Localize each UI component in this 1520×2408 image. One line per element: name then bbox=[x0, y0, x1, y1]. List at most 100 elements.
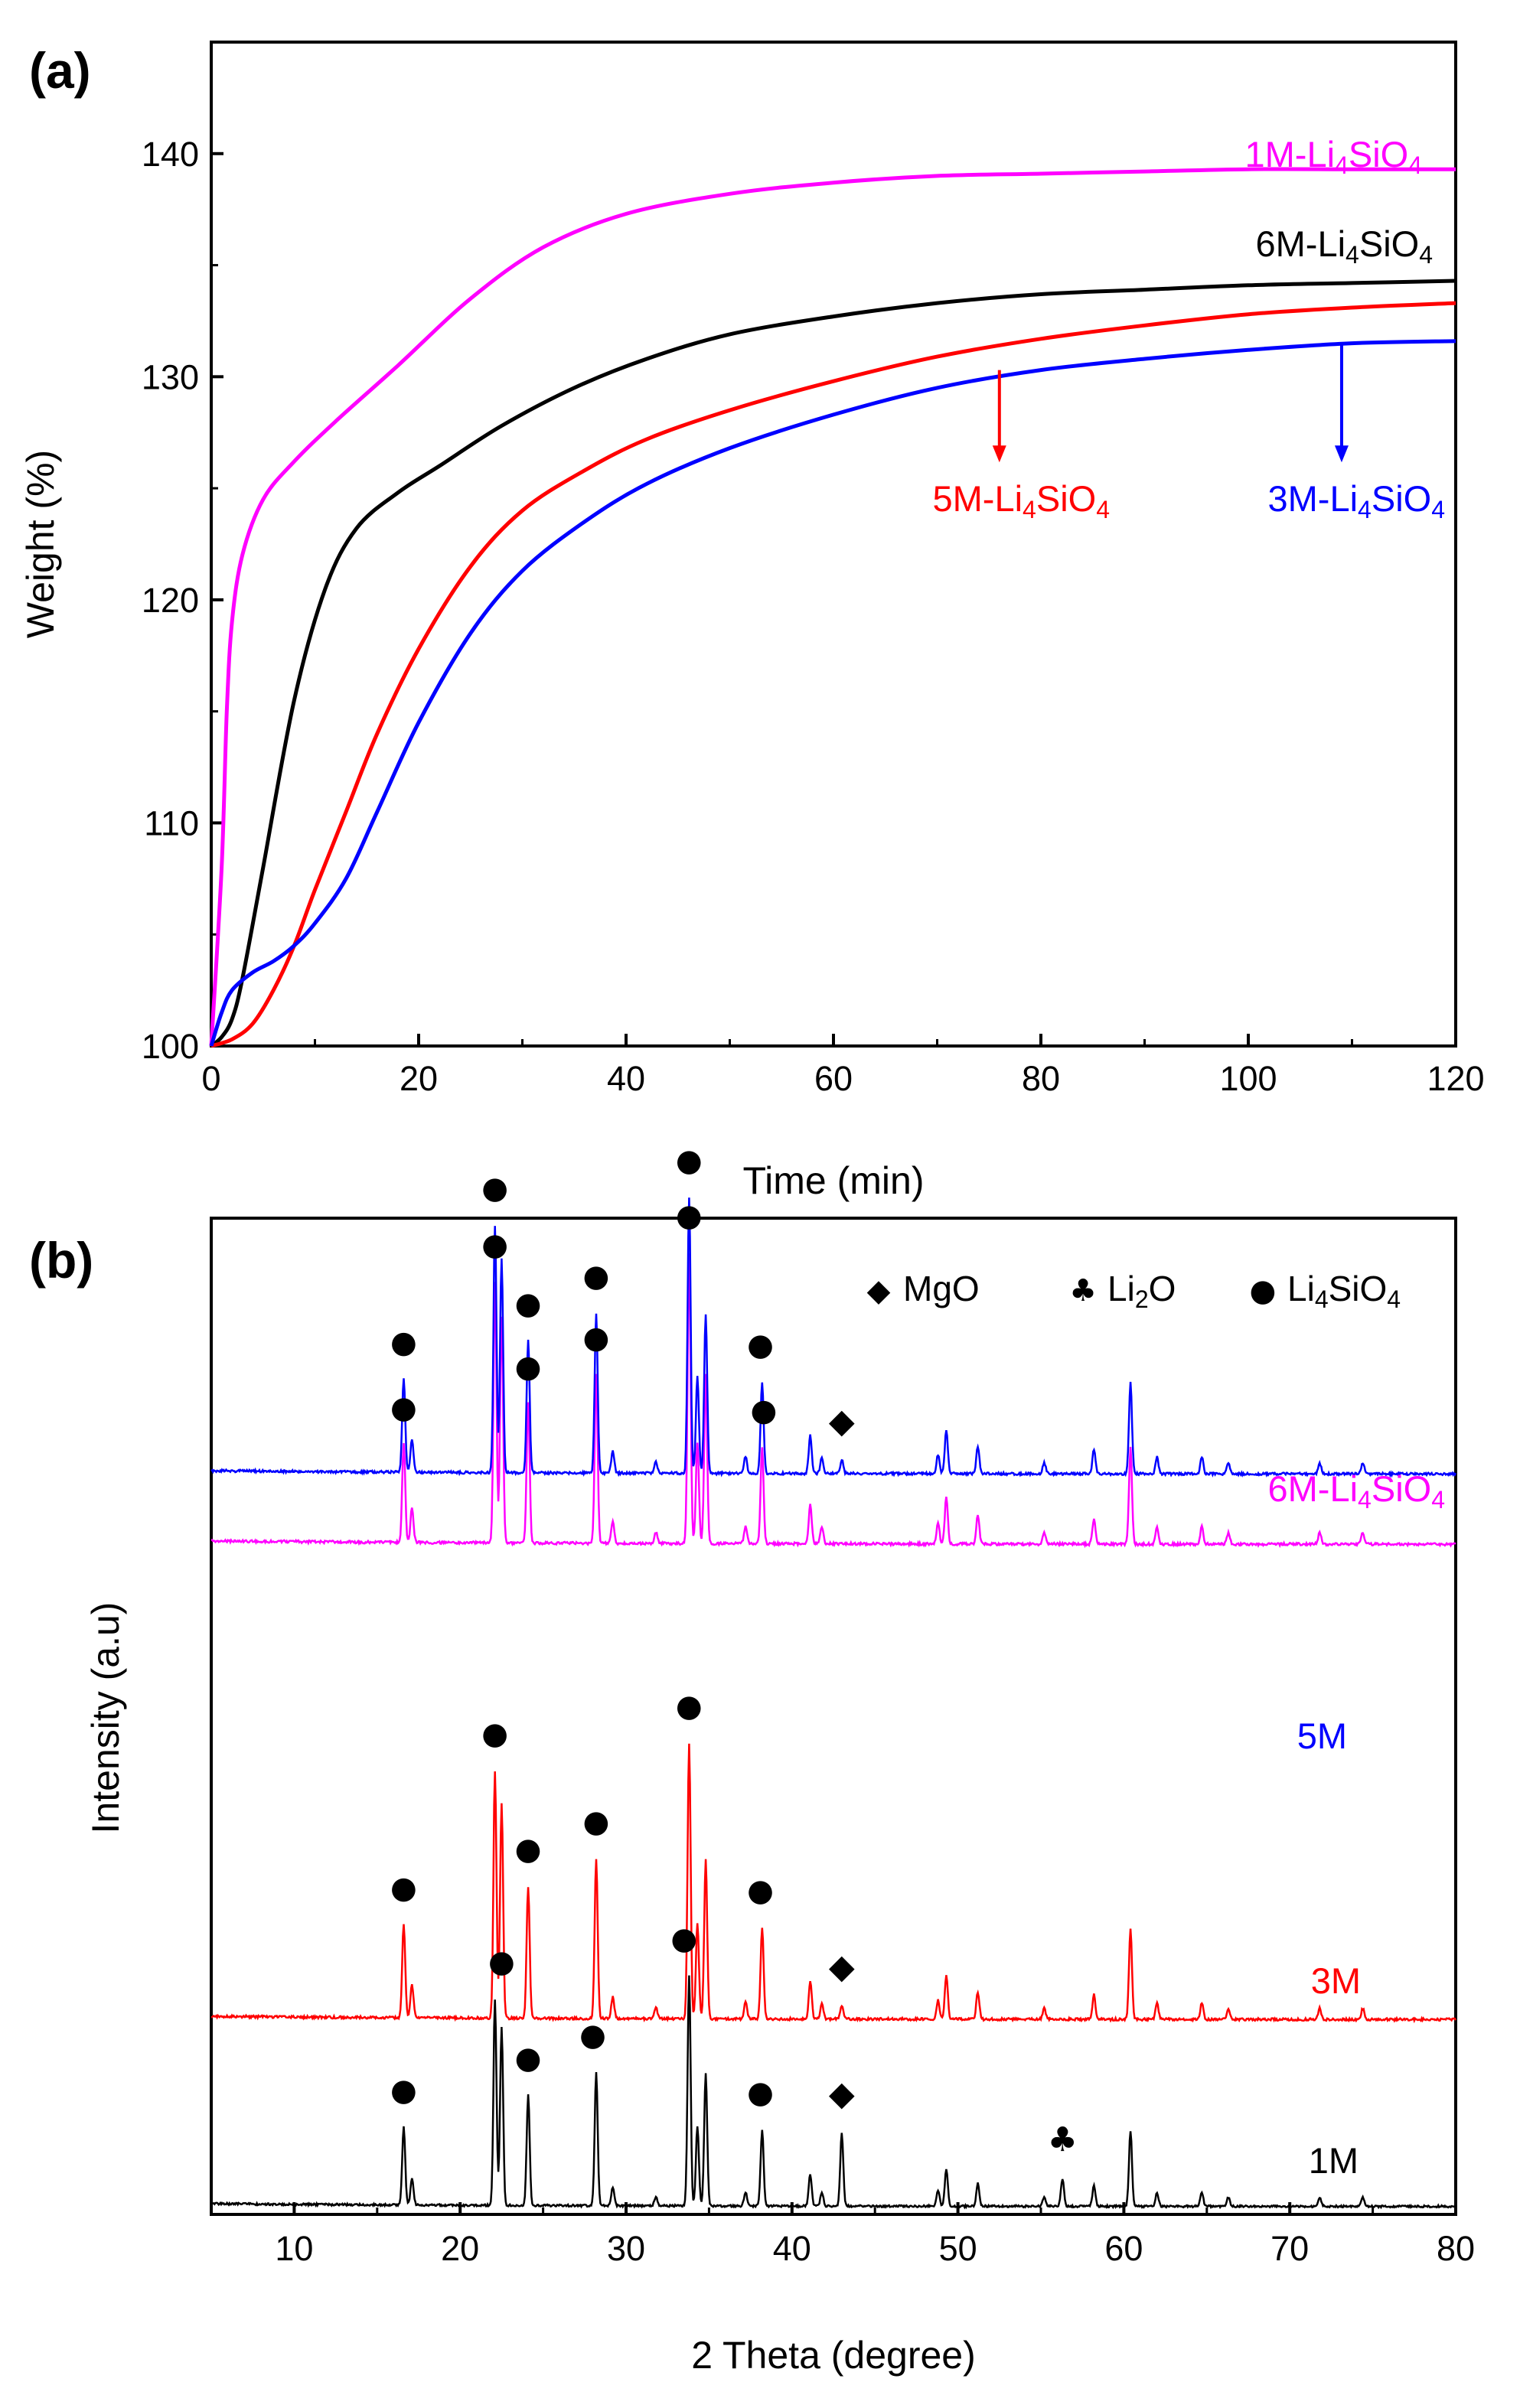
xrd-pattern-3M bbox=[210, 1743, 1457, 2024]
y-tick-label: 140 bbox=[142, 135, 199, 174]
li4sio4-marker: ● bbox=[676, 1198, 703, 1233]
panel-b-x-axis-title: 2 Theta (degree) bbox=[691, 2334, 976, 2377]
label-text: 5M-Li bbox=[933, 478, 1023, 519]
li4sio4-marker: ● bbox=[579, 2018, 606, 2053]
subscript: 4 bbox=[1408, 152, 1422, 179]
li2o-marker: ♣ bbox=[1047, 2120, 1077, 2159]
subscript: 4 bbox=[1358, 496, 1372, 523]
li4sio4-marker: ● bbox=[583, 1321, 610, 1356]
x-tick-label: 80 bbox=[1437, 2229, 1475, 2268]
label-arrow-head bbox=[1334, 445, 1349, 463]
legend-label-Li4SiO4: Li4SiO4 bbox=[1287, 1269, 1401, 1313]
x-tick-label: 20 bbox=[441, 2229, 479, 2268]
mgo-marker: ◆ bbox=[829, 2074, 855, 2113]
li4sio4-marker: ● bbox=[676, 1143, 703, 1178]
subscript: 4 bbox=[1431, 496, 1445, 523]
legend-symbol-MgO: ◆ bbox=[867, 1273, 891, 1308]
label-text: SiO bbox=[1359, 223, 1419, 264]
li4sio4-marker: ● bbox=[515, 1350, 542, 1385]
legend-symbol-Li4SiO4: ● bbox=[1250, 1273, 1277, 1308]
label-text: 1M-Li bbox=[1245, 134, 1336, 174]
li4sio4-marker: ● bbox=[390, 2073, 417, 2108]
li4sio4-marker: ● bbox=[481, 1716, 508, 1751]
subscript: 4 bbox=[1315, 1285, 1329, 1313]
series-label-5M: 5M bbox=[1297, 1716, 1347, 1756]
xrd-pattern-1M bbox=[210, 1975, 1457, 2210]
panel-a-series-lines bbox=[209, 167, 1456, 1048]
panel-b-series-labels: 6M-Li4SiO4 5M 3M 1M bbox=[1268, 1468, 1445, 2181]
x-tick-label: 120 bbox=[1427, 1059, 1484, 1098]
panel-b-legend: ◆ MgO ♣ Li2O ● Li4SiO4 bbox=[867, 1269, 1401, 1313]
panel-a-x-axis-title: Time (min) bbox=[742, 1159, 924, 1202]
panel-a-label: (a) bbox=[29, 42, 91, 99]
label-text: SiO bbox=[1372, 1468, 1431, 1509]
series-label-6M: 6M-Li4SiO4 bbox=[1268, 1468, 1445, 1514]
x-tick-label: 100 bbox=[1219, 1059, 1277, 1098]
y-tick-label: 110 bbox=[144, 803, 199, 842]
subscript: 4 bbox=[1335, 152, 1349, 179]
x-tick-label: 60 bbox=[1104, 2229, 1143, 2268]
x-tick-label: 50 bbox=[939, 2229, 977, 2268]
panel-a-y-axis-title: Weight (%) bbox=[19, 450, 62, 638]
li4sio4-marker: ● bbox=[515, 2041, 542, 2076]
x-tick-label: 40 bbox=[607, 1059, 645, 1098]
series-label-3M-Li4SiO4: 3M-Li4SiO4 bbox=[1268, 478, 1445, 523]
li4sio4-marker: ● bbox=[481, 1171, 508, 1206]
subscript: 2 bbox=[1135, 1285, 1149, 1313]
li4sio4-marker: ● bbox=[390, 1390, 417, 1426]
xrd-pattern-5M bbox=[210, 1197, 1457, 1478]
series-label-1M-Li4SiO4: 1M-Li4SiO4 bbox=[1245, 134, 1422, 179]
panel-b-xrd-chart: (b) 10 20 30 40 50 60 70 80 ●●●●●●●●●●●●◆●●●●●●… bbox=[29, 1143, 1475, 2377]
label-text: SiO bbox=[1372, 478, 1431, 519]
x-tick-label: 70 bbox=[1270, 2229, 1309, 2268]
li4sio4-marker: ● bbox=[747, 2075, 774, 2110]
series-label-1M: 1M bbox=[1309, 2140, 1359, 2181]
label-text: 3M-Li bbox=[1268, 478, 1359, 519]
panel-a-ticks: 0 20 40 60 80 100 120 100 110 120 130 140 bbox=[142, 41, 1485, 1098]
label-text: 6M-Li bbox=[1256, 223, 1346, 264]
li4sio4-marker: ● bbox=[583, 1804, 610, 1839]
panel-b-y-axis-title: Intensity (a.u) bbox=[84, 1602, 127, 1834]
li4sio4-marker: ● bbox=[747, 1328, 774, 1363]
mgo-marker: ◆ bbox=[829, 1947, 855, 1986]
panel-b-peak-markers: ● ● ● ● ● ● ● ● ● ● ● ● ◆ ● ● ● ● ● ● ◆ ● ● ● ● ● ● ◆ ♣ bbox=[390, 1143, 1078, 2159]
x-tick-label: 10 bbox=[275, 2229, 313, 2268]
subscript: 4 bbox=[1023, 496, 1036, 523]
panel-b-frame bbox=[210, 1217, 1457, 2216]
subscript: 4 bbox=[1419, 241, 1433, 269]
label-text: Li bbox=[1287, 1269, 1315, 1308]
y-tick-label: 120 bbox=[142, 581, 199, 620]
series-label-5M-Li4SiO4: 5M-Li4SiO4 bbox=[933, 478, 1110, 523]
subscript: 4 bbox=[1358, 1486, 1372, 1514]
legend-symbol-Li2O: ♣ bbox=[1069, 1273, 1097, 1308]
li4sio4-marker: ● bbox=[676, 1689, 703, 1724]
series-line-3M-Li4SiO4 bbox=[209, 339, 1456, 1047]
x-tick-label: 0 bbox=[201, 1059, 220, 1098]
li4sio4-marker: ● bbox=[390, 1871, 417, 1906]
label-text: SiO bbox=[1329, 1269, 1388, 1308]
panel-a-frame bbox=[210, 41, 1457, 1048]
li4sio4-marker: ● bbox=[515, 1286, 542, 1321]
panel-b-patterns bbox=[210, 1197, 1457, 2210]
panel-a-weight-chart: (a) 0 20 40 60 80 100 120 100 110 120 130 140 1M-Li… bbox=[19, 41, 1485, 1202]
x-tick-label: 40 bbox=[773, 2229, 811, 2268]
li4sio4-marker: ● bbox=[390, 1325, 417, 1360]
series-label-6M-Li4SiO4: 6M-Li4SiO4 bbox=[1256, 223, 1433, 269]
x-tick-label: 60 bbox=[814, 1059, 853, 1098]
x-tick-label: 30 bbox=[607, 2229, 645, 2268]
li4sio4-marker: ● bbox=[488, 1944, 515, 1980]
xrd-pattern-6M-Li4SiO4 bbox=[210, 1253, 1456, 1549]
panel-b-ticks: 10 20 30 40 50 60 70 80 bbox=[210, 2202, 1475, 2268]
label-text: 6M-Li bbox=[1268, 1468, 1359, 1509]
legend-label-MgO: MgO bbox=[903, 1269, 980, 1308]
li4sio4-marker: ● bbox=[747, 1873, 774, 1908]
li4sio4-marker: ● bbox=[481, 1227, 508, 1263]
li4sio4-marker: ● bbox=[583, 1259, 610, 1294]
label-text: SiO bbox=[1036, 478, 1096, 519]
label-arrow-head bbox=[992, 445, 1006, 463]
x-tick-label: 80 bbox=[1022, 1059, 1060, 1098]
series-label-3M: 3M bbox=[1311, 1960, 1361, 2001]
label-text: SiO bbox=[1349, 134, 1408, 174]
y-tick-label: 100 bbox=[142, 1027, 199, 1066]
